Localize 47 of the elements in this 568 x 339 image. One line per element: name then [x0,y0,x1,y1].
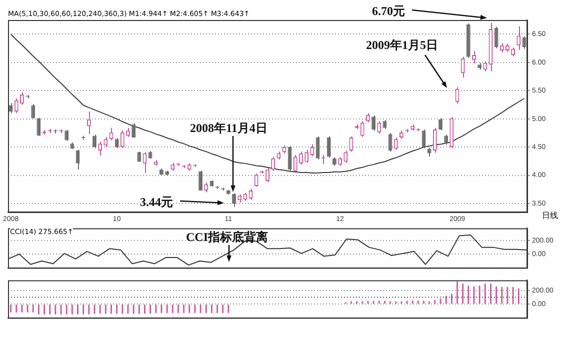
candlestick [299,151,303,166]
candlestick [36,117,41,136]
candlestick [254,173,258,188]
candlestick [126,127,130,138]
annotation: 2009年1月5日 [366,37,438,54]
annotation: CCI指标底背离 [186,229,268,246]
annotation: 3.44元 [140,194,173,211]
candlestick [444,134,448,146]
candlestick [104,136,108,148]
candlestick [86,110,91,135]
x-axis-title: 日线 [542,211,558,220]
candlestick [432,127,437,154]
candlestick [516,26,521,50]
candlestick [204,182,208,193]
candlestick [31,104,36,119]
candlestick [500,42,504,53]
candlestick [366,112,370,123]
annotation: 2008年11月4日 [190,120,268,137]
candlestick [494,26,498,49]
candlestick [372,114,376,132]
candlestick [20,92,24,106]
candlestick [132,122,136,138]
candlestick [266,167,270,183]
candlestick [377,120,382,134]
candlestick [360,120,364,138]
candlestick [304,149,309,164]
candlestick [344,150,348,164]
candlestick [472,50,476,64]
text: 6.70元 [372,3,405,20]
candlestick [427,147,432,158]
candlestick [271,156,276,172]
candlestick [310,144,314,157]
candlestick [232,192,236,208]
candlestick [92,134,96,149]
candlestick [483,60,488,72]
candlestick [382,119,387,130]
candlestick [460,56,465,78]
candlestick [64,130,69,142]
candlestick [438,118,442,131]
candlestick [114,138,119,149]
candlestick [120,130,124,149]
candlestick [98,140,102,156]
candlestick [326,136,331,158]
candlestick [394,136,398,150]
candlestick [14,98,18,114]
candlestick [198,170,202,192]
candlestick [288,145,292,172]
